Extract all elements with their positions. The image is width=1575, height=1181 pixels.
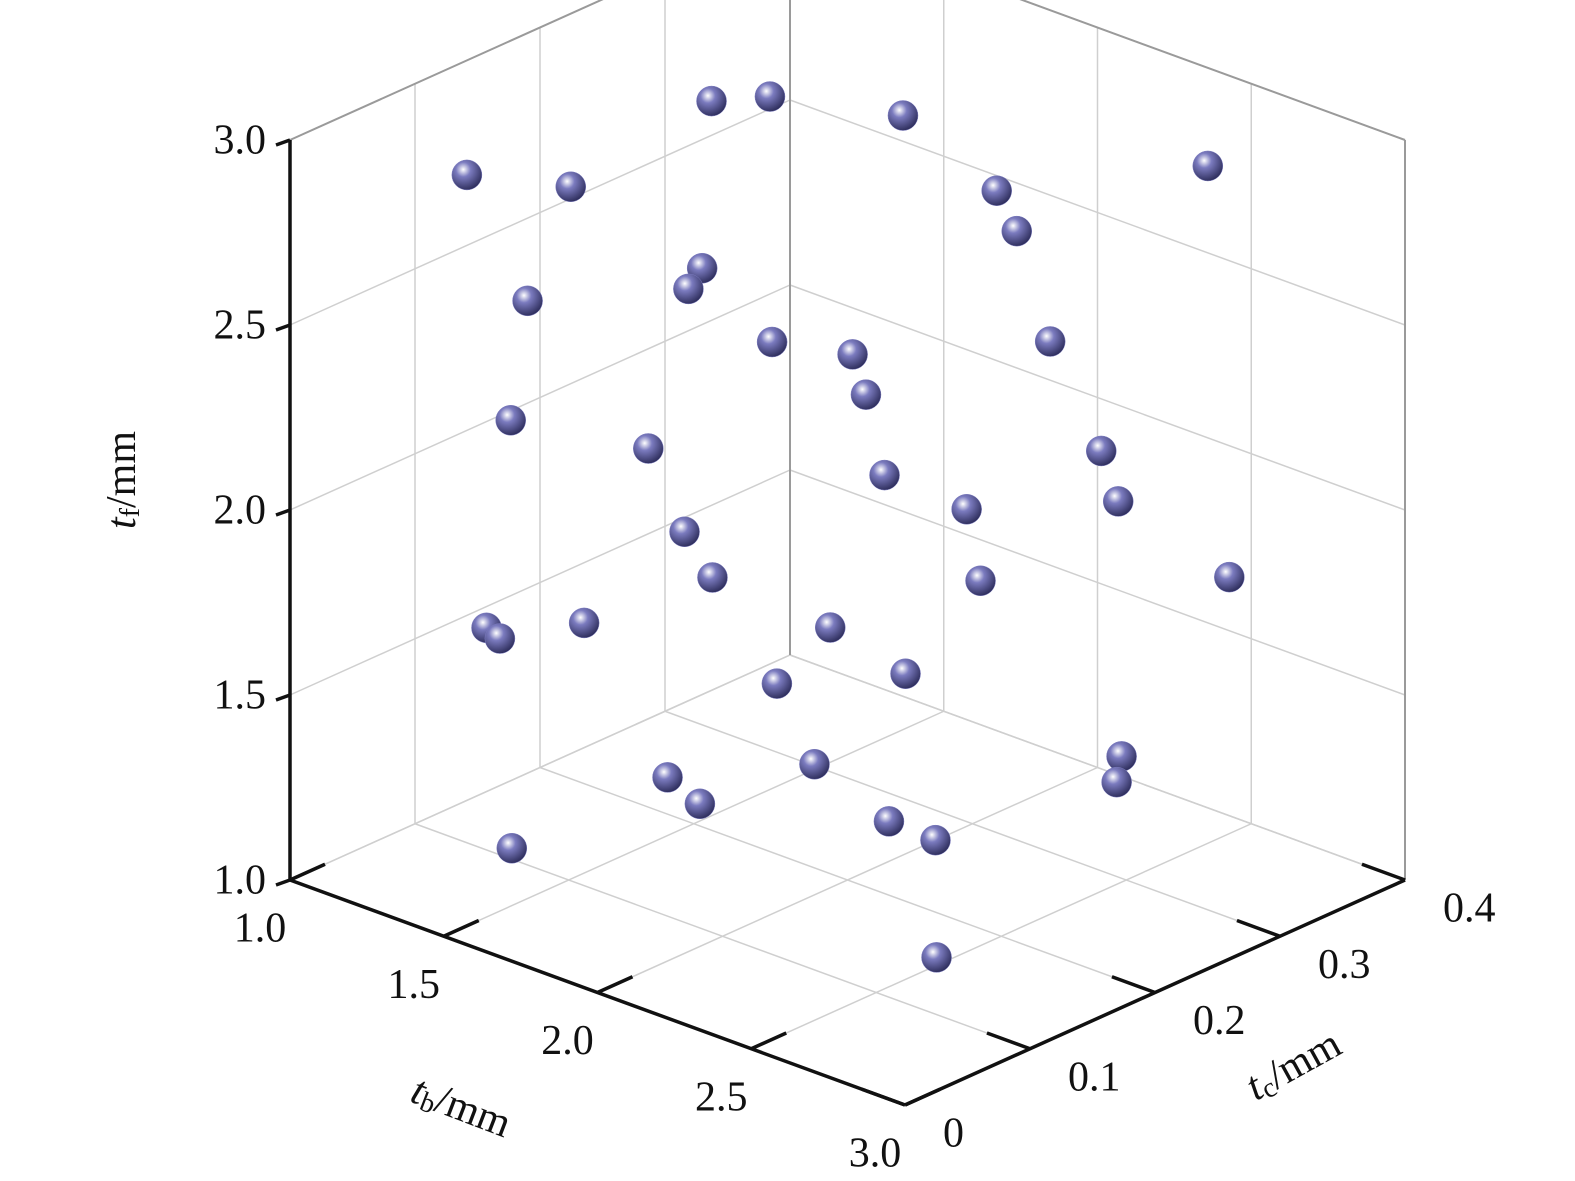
data-point — [815, 612, 846, 643]
y-tick — [1361, 862, 1406, 882]
x-tick-label: 1.0 — [234, 906, 287, 952]
data-point — [921, 942, 952, 973]
data-point — [555, 171, 586, 202]
z-tick-label: 2.5 — [214, 303, 267, 349]
data-point — [920, 824, 951, 856]
data-point — [754, 81, 786, 112]
data-point — [1102, 486, 1134, 517]
grid-line — [750, 823, 1252, 1050]
x-tick-label: 2.5 — [695, 1074, 748, 1120]
data-point — [837, 339, 868, 370]
y-tick — [1236, 918, 1281, 938]
data-point — [887, 100, 919, 131]
data-point — [512, 285, 543, 317]
y-tick-label: 0 — [943, 1111, 964, 1157]
data-point — [951, 494, 982, 525]
data-point — [873, 806, 905, 837]
x-tick-label: 1.5 — [388, 962, 441, 1008]
y-axis-label: tc/mm — [1238, 1020, 1350, 1111]
x-tick — [289, 862, 326, 882]
z-tick-label: 2.0 — [214, 488, 267, 534]
z-tick — [275, 508, 291, 517]
data-point — [1106, 741, 1137, 772]
z-tick-label: 1.0 — [214, 858, 267, 904]
data-point — [890, 658, 921, 689]
data-point — [673, 273, 704, 305]
data-point — [869, 459, 900, 491]
data-point — [1086, 435, 1117, 467]
data-point — [1214, 561, 1245, 593]
x-tick — [443, 918, 480, 938]
data-point — [451, 159, 483, 191]
y-tick — [861, 1087, 906, 1107]
box-edge — [1019, 0, 1406, 141]
z-tick — [275, 878, 291, 887]
x-tick-label: 2.0 — [541, 1018, 594, 1064]
y-tick — [986, 1031, 1031, 1051]
box-edge — [289, 0, 604, 141]
x-tick-label: 3.0 — [849, 1131, 902, 1177]
y-tick-label: 0.2 — [1193, 998, 1246, 1044]
data-point — [696, 85, 727, 117]
data-point — [756, 326, 788, 358]
data-point — [697, 562, 728, 593]
data-point — [669, 516, 700, 548]
data-point — [484, 623, 516, 654]
data-point — [495, 405, 526, 436]
data-point — [1101, 766, 1132, 798]
data-point — [981, 175, 1012, 206]
data-point — [684, 788, 716, 820]
data-point — [496, 833, 528, 864]
y-tick-label: 0.1 — [1068, 1054, 1121, 1100]
grid-line — [289, 654, 791, 881]
data-point — [965, 565, 996, 597]
y-tick-label: 0.4 — [1443, 886, 1496, 932]
data-point — [568, 607, 600, 639]
data-point — [633, 433, 664, 464]
z-tick — [275, 323, 291, 332]
y-tick — [1111, 975, 1156, 995]
z-tick — [275, 138, 291, 147]
grid-line — [597, 766, 1098, 994]
z-axis-label: tf/mm — [99, 431, 147, 529]
x-axis-label: tb/mm — [404, 1067, 517, 1149]
y-tick-label: 0.3 — [1318, 942, 1371, 988]
z-tick — [275, 693, 291, 702]
data-point — [850, 379, 882, 410]
data-point — [799, 748, 830, 780]
z-tick-label: 3.0 — [214, 118, 267, 164]
data-point — [1034, 326, 1066, 357]
x-tick — [750, 1031, 787, 1051]
x-tick — [596, 975, 634, 995]
x-tick — [904, 1087, 941, 1107]
data-point — [761, 668, 793, 699]
z-tick-label: 1.5 — [214, 673, 267, 719]
data-point — [652, 762, 683, 793]
grid-line — [443, 710, 945, 937]
data-point — [1192, 150, 1224, 182]
data-point — [1001, 215, 1032, 247]
